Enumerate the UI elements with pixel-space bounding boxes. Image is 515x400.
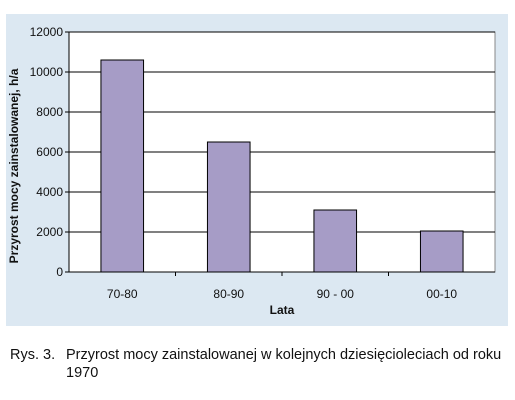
x-tick-label: 00-10 bbox=[426, 287, 457, 301]
y-tick-label: 12000 bbox=[30, 25, 64, 39]
chart-figure: 0 2000 4000 6000 8000 10000 12000 70-80 80-90 90… bbox=[6, 14, 508, 326]
y-tick-label: 8000 bbox=[36, 105, 63, 119]
bar-1 bbox=[206, 141, 251, 273]
caption-label: Rys. 3. bbox=[10, 347, 56, 363]
y-tick-label: 4000 bbox=[36, 185, 63, 199]
y-tick-label: 10000 bbox=[30, 65, 64, 79]
bar-3 bbox=[419, 230, 464, 273]
x-tick-label: 80-90 bbox=[213, 287, 244, 301]
y-axis-title: Przyrost mocy zainstalowanej, h/a bbox=[7, 68, 21, 263]
bar-0 bbox=[100, 59, 145, 273]
y-tick-label: 6000 bbox=[36, 145, 63, 159]
x-tick-label: 90 - 00 bbox=[317, 287, 355, 301]
x-axis-title: Lata bbox=[270, 303, 295, 317]
y-tick-label: 0 bbox=[56, 265, 63, 279]
caption-text: Przyrost mocy zainstalowanej w kolejnych… bbox=[66, 347, 502, 381]
bar-chart: 0 2000 4000 6000 8000 10000 12000 70-80 80-90 90… bbox=[7, 25, 496, 317]
bar-2 bbox=[313, 209, 358, 273]
y-tick-label: 2000 bbox=[36, 225, 63, 239]
x-tick-label: 70-80 bbox=[107, 287, 138, 301]
